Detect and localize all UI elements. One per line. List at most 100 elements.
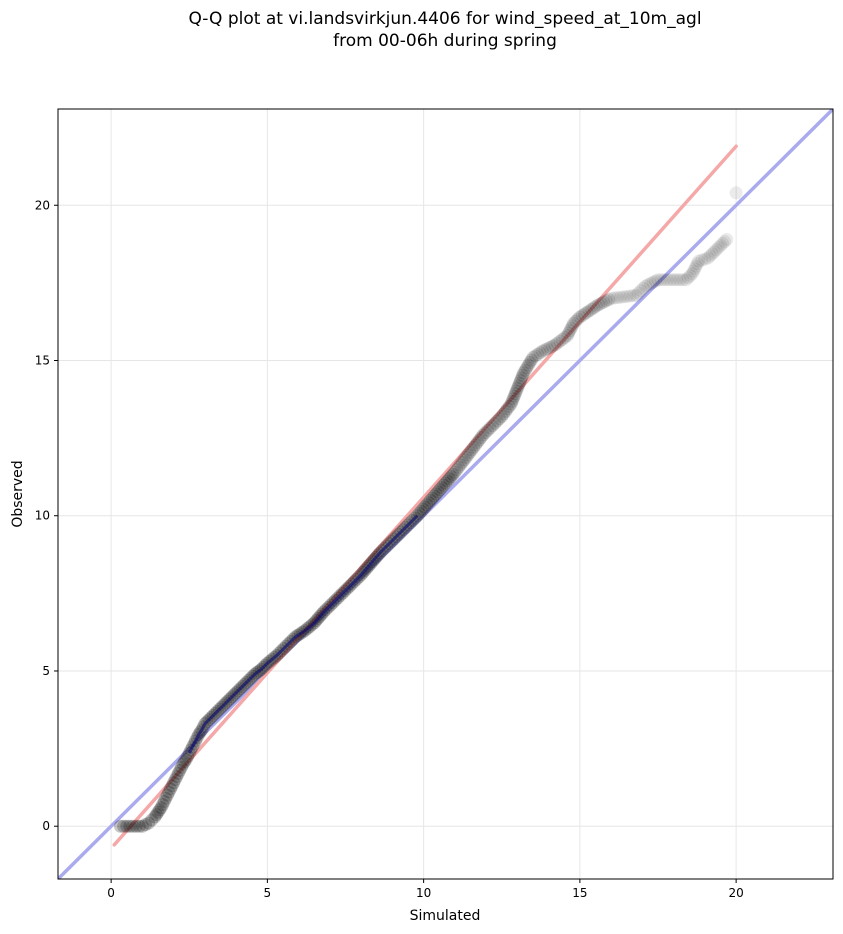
y-tick-label: 15 xyxy=(35,353,50,367)
data-point xyxy=(497,407,511,421)
data-point xyxy=(589,299,603,313)
data-point xyxy=(610,291,624,305)
data-point xyxy=(729,186,743,200)
data-point xyxy=(528,349,542,363)
data-point xyxy=(705,247,719,261)
data-point xyxy=(132,819,146,833)
data-point xyxy=(620,289,634,303)
reference-line xyxy=(58,109,833,879)
data-point xyxy=(509,384,523,398)
data-point xyxy=(142,816,156,830)
data-point xyxy=(555,332,569,346)
data-point xyxy=(416,502,430,516)
data-point xyxy=(681,271,695,285)
data-point xyxy=(646,275,660,289)
data-point xyxy=(634,284,648,298)
data-point xyxy=(623,289,637,303)
data-point xyxy=(495,409,509,423)
data-point xyxy=(543,340,557,354)
data-point xyxy=(465,443,479,457)
data-point xyxy=(455,455,469,469)
data-point xyxy=(585,302,599,316)
data-point xyxy=(176,757,190,771)
y-tick-label: 10 xyxy=(35,509,50,523)
data-point xyxy=(535,344,549,358)
data-point xyxy=(504,397,518,411)
data-point xyxy=(512,376,526,390)
x-tick-label: 5 xyxy=(264,886,272,900)
data-point xyxy=(179,752,193,766)
data-point xyxy=(437,478,451,492)
data-point xyxy=(168,773,182,787)
data-point xyxy=(651,273,665,287)
data-point xyxy=(461,448,475,462)
data-point xyxy=(524,353,538,367)
data-point xyxy=(703,249,717,263)
data-point xyxy=(424,494,437,508)
data-point xyxy=(167,776,181,790)
data-point xyxy=(679,273,693,287)
data-point xyxy=(670,273,684,287)
data-point xyxy=(440,474,454,488)
data-point xyxy=(518,363,532,377)
data-point xyxy=(510,381,524,395)
data-point xyxy=(560,329,574,343)
chart-title-line-2: from 00-06h during spring xyxy=(333,31,557,51)
data-point xyxy=(688,262,702,276)
data-point xyxy=(716,237,730,251)
y-tick-label: 5 xyxy=(42,664,50,678)
data-point xyxy=(523,356,537,370)
data-point xyxy=(667,273,681,287)
data-point xyxy=(711,241,725,255)
data-point xyxy=(476,428,490,442)
data-point xyxy=(664,273,677,287)
data-point xyxy=(587,301,601,315)
data-point xyxy=(709,243,723,257)
data-point xyxy=(135,819,149,833)
data-point xyxy=(474,430,488,444)
grid xyxy=(58,109,833,879)
data-point xyxy=(160,788,174,802)
data-point xyxy=(582,304,596,318)
data-point xyxy=(174,760,188,774)
data-point xyxy=(490,414,504,428)
data-point xyxy=(170,770,184,784)
data-point xyxy=(567,316,581,330)
data-point xyxy=(422,496,436,510)
data-point xyxy=(463,445,477,459)
y-tick-label: 20 xyxy=(35,198,50,212)
data-point xyxy=(452,460,466,474)
ticks: 0 5 10 15 20 0 5 10 15 20 xyxy=(35,198,744,900)
data-point xyxy=(578,307,592,321)
data-point xyxy=(644,276,657,290)
data-point xyxy=(631,286,645,300)
data-point xyxy=(649,274,662,288)
data-point xyxy=(129,819,143,833)
data-point xyxy=(502,399,516,413)
data-point xyxy=(120,819,134,833)
data-point xyxy=(508,387,522,401)
x-axis-label: Simulated xyxy=(410,908,481,924)
data-point xyxy=(594,296,608,310)
data-point xyxy=(602,293,616,307)
data-point xyxy=(117,819,131,833)
data-point xyxy=(414,504,428,518)
data-point xyxy=(533,346,547,360)
data-point xyxy=(157,794,171,808)
data-point xyxy=(165,779,179,793)
data-point xyxy=(162,785,176,799)
data-point xyxy=(153,803,167,817)
data-point xyxy=(114,819,127,833)
data-point xyxy=(597,295,611,309)
data-point xyxy=(676,273,690,287)
data-point xyxy=(514,374,527,388)
data-point xyxy=(164,782,177,796)
data-point xyxy=(149,808,163,822)
data-point xyxy=(173,763,187,777)
data-point xyxy=(433,483,447,497)
data-point xyxy=(431,485,445,499)
data-point xyxy=(707,245,721,259)
data-point xyxy=(592,298,606,312)
data-point xyxy=(145,813,159,827)
